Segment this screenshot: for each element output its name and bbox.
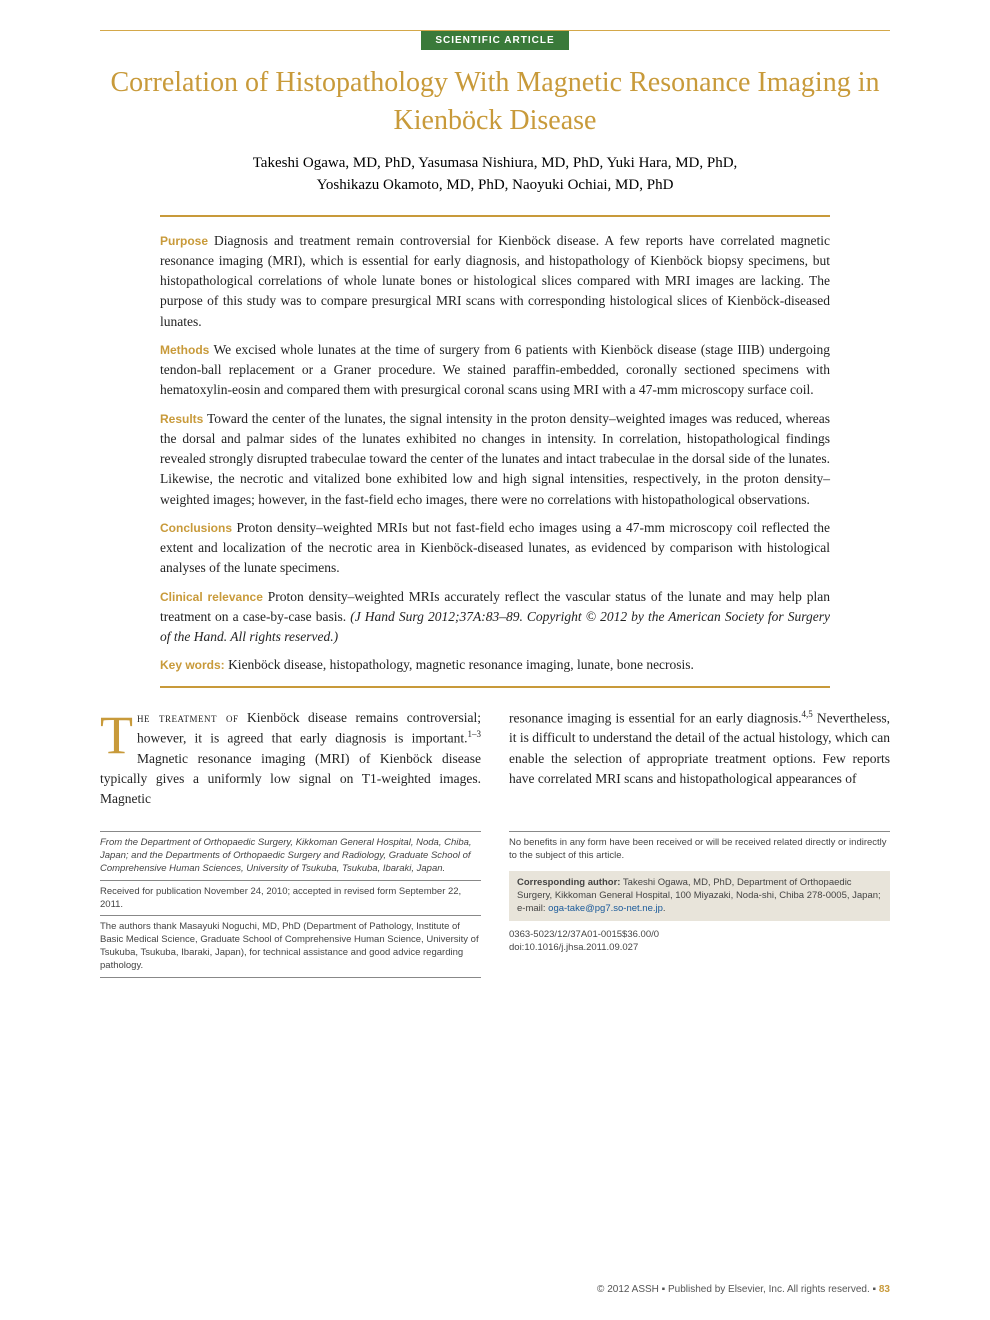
fn-issn: 0363-5023/12/37A01-0015$36.00/0 [509, 929, 890, 942]
fn-doi: doi:10.1016/j.jhsa.2011.09.027 [509, 942, 890, 955]
abstract-results: Results Toward the center of the lunates… [160, 409, 830, 510]
methods-text: We excised whole lunates at the time of … [160, 342, 830, 398]
corr-label: Corresponding author: [517, 877, 620, 888]
footer-page-number: 83 [879, 1284, 890, 1295]
badge-container: SCIENTIFIC ARTICLE [100, 30, 890, 50]
purpose-text: Diagnosis and treatment remain controver… [160, 233, 830, 329]
abstract-rule-top [160, 215, 830, 217]
fn-thanks: The authors thank Masayuki Noguchi, MD, … [100, 915, 481, 977]
fn-received: Received for publication November 24, 20… [100, 880, 481, 916]
footer-copyright: © 2012 ASSH ▪ Published by Elsevier, Inc… [597, 1284, 879, 1295]
results-label: Results [160, 412, 203, 426]
fn-issn-doi: 0363-5023/12/37A01-0015$36.00/0 doi:10.1… [509, 921, 890, 959]
abstract-block: Purpose Diagnosis and treatment remain c… [160, 231, 830, 676]
conclusions-text: Proton density–weighted MRIs but not fas… [160, 520, 830, 576]
keywords-label: Key words: [160, 658, 225, 672]
body-col-left: The treatment of Kienböck disease remain… [100, 708, 481, 810]
authors-block: Takeshi Ogawa, MD, PhD, Yasumasa Nishiur… [100, 152, 890, 197]
body-smallcaps: he treatment of [137, 710, 239, 725]
body-col-right: resonance imaging is essential for an ea… [509, 708, 890, 810]
article-type-badge: SCIENTIFIC ARTICLE [421, 31, 568, 50]
footnote-col-right: No benefits in any form have been receiv… [509, 831, 890, 977]
methods-label: Methods [160, 343, 209, 357]
body-col2-a: resonance imaging is essential for an ea… [509, 710, 802, 725]
abstract-conclusions: Conclusions Proton density–weighted MRIs… [160, 518, 830, 579]
corr-email-link[interactable]: oga-take@pg7.so-net.ne.jp [548, 903, 663, 914]
page-footer: © 2012 ASSH ▪ Published by Elsevier, Inc… [597, 1284, 890, 1295]
authors-line-2: Yoshikazu Okamoto, MD, PhD, Naoyuki Ochi… [100, 174, 890, 197]
conclusions-label: Conclusions [160, 521, 232, 535]
results-text: Toward the center of the lunates, the si… [160, 411, 830, 507]
abstract-purpose: Purpose Diagnosis and treatment remain c… [160, 231, 830, 332]
abstract-clinical: Clinical relevance Proton density–weight… [160, 587, 830, 648]
fn-corresponding: Corresponding author: Takeshi Ogawa, MD,… [509, 871, 890, 921]
fn-affiliation: From the Department of Orthopaedic Surge… [100, 831, 481, 879]
body-col1-b: Magnetic resonance imaging (MRI) of Kien… [100, 751, 481, 807]
body-sup-2: 4,5 [802, 709, 813, 719]
fn-benefits: No benefits in any form have been receiv… [509, 831, 890, 867]
body-columns: The treatment of Kienböck disease remain… [100, 708, 890, 810]
article-title: Correlation of Histopathology With Magne… [100, 64, 890, 140]
authors-line-1: Takeshi Ogawa, MD, PhD, Yasumasa Nishiur… [100, 152, 890, 175]
clinical-label: Clinical relevance [160, 590, 263, 604]
keywords-text: Kienböck disease, histopathology, magnet… [228, 657, 694, 672]
body-sup-1: 1–3 [468, 729, 482, 739]
abstract-rule-bottom [160, 686, 830, 688]
abstract-keywords: Key words: Kienböck disease, histopathol… [160, 655, 830, 675]
footnotes-block: From the Department of Orthopaedic Surge… [100, 831, 890, 977]
abstract-methods: Methods We excised whole lunates at the … [160, 340, 830, 401]
footnote-col-left: From the Department of Orthopaedic Surge… [100, 831, 481, 977]
purpose-label: Purpose [160, 234, 208, 248]
dropcap: T [100, 708, 137, 757]
